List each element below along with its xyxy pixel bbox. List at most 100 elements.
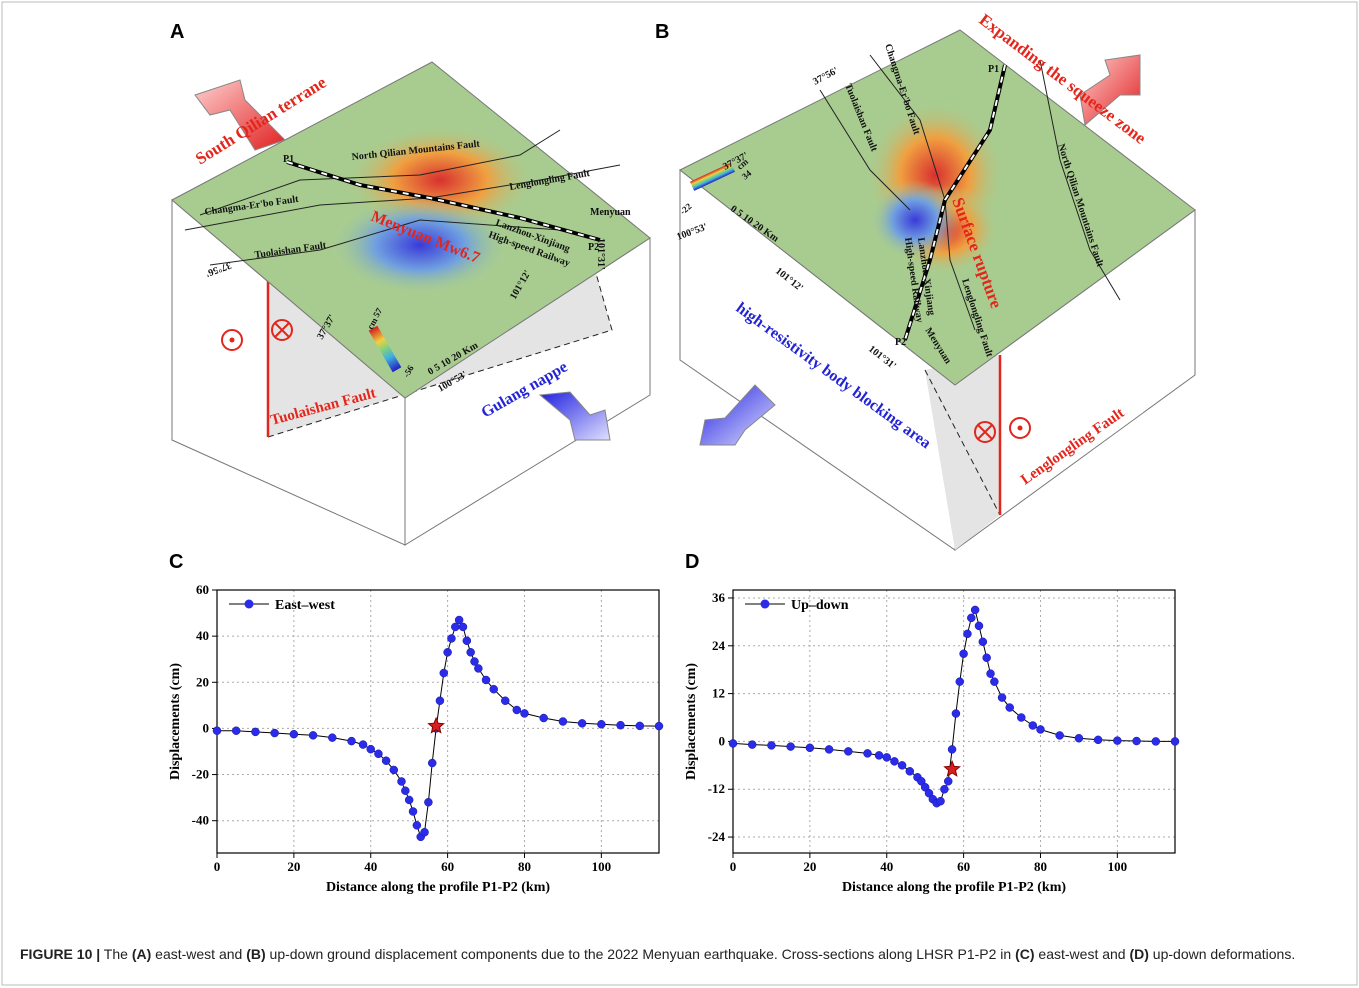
- profile-point: [251, 727, 260, 737]
- profile-point: [844, 747, 853, 756]
- subsidence-zone: [330, 195, 510, 295]
- y-tick-label: 0: [719, 733, 726, 748]
- y-tick-label: 12: [712, 686, 725, 701]
- profile-point: [654, 721, 664, 731]
- profile-point: [616, 720, 625, 730]
- profile-line: [732, 608, 1175, 804]
- profile-point: [597, 720, 606, 729]
- into-page-symbol: [274, 322, 290, 338]
- profile-point: [366, 744, 375, 754]
- profile-point: [466, 648, 475, 657]
- profile-point: [963, 629, 972, 639]
- profile-point: [458, 622, 468, 632]
- profile-point: [401, 786, 410, 795]
- profile-point: [424, 797, 433, 807]
- profile-point: [212, 726, 222, 735]
- profile-point: [974, 621, 984, 631]
- panel-label: A: [170, 21, 184, 43]
- coordinate: 37°56': [811, 65, 840, 87]
- diagram-a: A South Qilian terrane North Qilian Moun…: [170, 21, 651, 546]
- profile-point: [420, 827, 429, 837]
- profile-point: [381, 756, 391, 765]
- x-tick-label: 60: [441, 859, 454, 874]
- fault-trace: [1039, 59, 1121, 301]
- into-page-symbol: [271, 319, 293, 341]
- x-axis-title: Distance along the profile P1-P2 (km): [326, 880, 550, 895]
- profile-point: [454, 615, 464, 625]
- profile-point: [997, 693, 1007, 702]
- profile-point: [389, 765, 399, 775]
- profile-point: [539, 713, 548, 723]
- profile-point: [1028, 721, 1038, 730]
- profile-point: [1055, 731, 1064, 740]
- profile-point: [1074, 733, 1084, 743]
- y-tick-label: 0: [203, 720, 210, 735]
- profile-point: [474, 664, 483, 673]
- legend-label: East–west: [275, 598, 335, 613]
- caption-text: east-west and: [151, 946, 247, 962]
- x-tick-label: 0: [730, 859, 737, 874]
- profile-point: [728, 739, 738, 748]
- point-label: P1: [988, 64, 999, 75]
- profile-point: [986, 669, 995, 678]
- profile-point: [824, 745, 834, 754]
- profile-point: [270, 728, 279, 738]
- profile-point: [905, 767, 915, 776]
- profile-point: [1005, 703, 1014, 712]
- profile-point: [805, 743, 815, 753]
- profile-point: [439, 668, 449, 678]
- panel-label: D: [685, 551, 699, 573]
- profile-point: [882, 753, 891, 762]
- y-tick-label: 20: [196, 674, 209, 689]
- y-axis-title: Displacements (cm): [168, 663, 183, 780]
- profile-point: [786, 742, 795, 751]
- caption-text: east-west and: [1034, 946, 1130, 962]
- compression-arrow: [699, 384, 776, 446]
- compression-arrow: [194, 79, 286, 151]
- profile-point: [747, 740, 757, 749]
- x-tick-label: 0: [214, 859, 221, 874]
- profile-point: [1151, 737, 1161, 746]
- x-tick-label: 20: [287, 859, 300, 874]
- profile-point: [863, 749, 872, 758]
- profile-point: [1017, 713, 1026, 722]
- profile-point: [767, 741, 776, 750]
- profile-point: [951, 709, 961, 718]
- profile-point: [978, 637, 988, 647]
- profile-point: [358, 740, 368, 749]
- profile-point: [1170, 737, 1180, 746]
- town-label: Menyuan: [590, 207, 631, 218]
- diagram-b: B Expanding the squeeze zone Changma-Er'…: [655, 10, 1196, 551]
- into-page-symbol: [977, 424, 993, 440]
- profile-point: [924, 788, 934, 798]
- profile-point: [920, 783, 930, 792]
- caption-text: The: [100, 946, 132, 962]
- profile-point: [328, 733, 337, 742]
- profile-point: [897, 761, 907, 770]
- profile-point: [512, 705, 522, 715]
- plot-frame: [216, 589, 660, 854]
- epicenter-star: [427, 716, 445, 734]
- y-tick-label: -12: [708, 781, 725, 796]
- profile-point: [970, 605, 980, 615]
- x-tick-label: 20: [803, 859, 816, 874]
- y-tick-label: 24: [712, 638, 726, 653]
- profile-point: [289, 729, 299, 739]
- profile-point: [967, 613, 976, 623]
- y-tick-label: -20: [192, 767, 209, 782]
- x-axis-title: Distance along the profile P1-P2 (km): [842, 880, 1066, 895]
- profile-point: [427, 758, 437, 768]
- legend-label: Up–down: [791, 598, 849, 613]
- x-tick-label: 40: [880, 859, 893, 874]
- compression-arrow: [538, 391, 611, 441]
- profile-point: [404, 795, 414, 805]
- panel-label: B: [655, 21, 669, 43]
- point-label: P1: [283, 154, 294, 165]
- profile-point: [1113, 736, 1122, 745]
- x-tick-label: 80: [1034, 859, 1047, 874]
- panel-label: C: [169, 551, 183, 573]
- out-of-page-symbol: [1009, 417, 1031, 439]
- y-axis-title: Displacements (cm): [684, 663, 699, 780]
